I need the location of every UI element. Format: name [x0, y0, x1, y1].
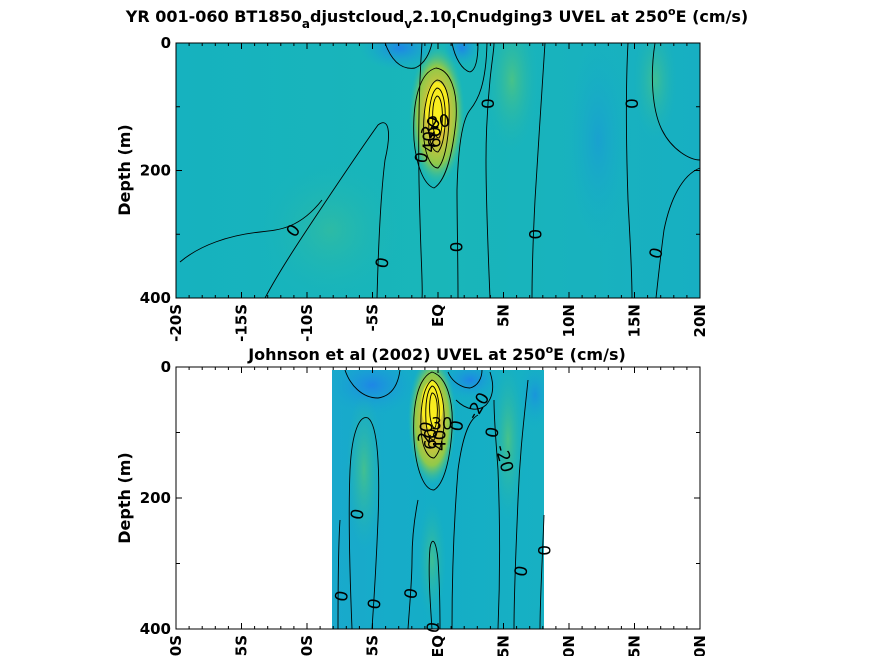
contour-label: 60 [425, 127, 445, 149]
panel-1-title: YR 001-060 BT1850adjustcloudv2.10ICnudgi… [125, 5, 749, 31]
contour-label: 0 [447, 419, 469, 433]
contour-label: 0 [511, 564, 533, 578]
x-tick-label: 10N [560, 635, 578, 656]
panel-2-contours [337, 369, 545, 630]
contour-label: 0 [535, 545, 555, 556]
contour-label: 0 [646, 246, 668, 262]
x-tick-label: EQ [429, 635, 447, 656]
x-tick-label: 20N [691, 635, 709, 656]
contour-label: 0 [482, 425, 504, 439]
panel-2-field [332, 370, 544, 629]
contour-label: 30 [431, 415, 453, 435]
contour-label: 0 [623, 98, 643, 109]
x-tick-label: -10S [298, 635, 316, 656]
x-tick-label: -10S [298, 304, 316, 342]
panel-1: YR 001-060 BT1850adjustcloudv2.10ICnudgi… [115, 5, 748, 342]
x-tick-label: -15S [233, 304, 251, 342]
contour-label: 0 [372, 256, 394, 270]
contour-label: 0 [479, 98, 499, 109]
contour-label: 40 [431, 430, 451, 452]
x-tick-label: 5N [495, 635, 513, 656]
contour-label: 0 [347, 507, 369, 521]
x-tick-label: -20S [167, 304, 185, 342]
x-tick-label: -5S [364, 635, 382, 656]
panel-2-ylabel: Depth (m) [115, 452, 134, 544]
contour-label: 20 [414, 420, 437, 445]
panel-2-title: Johnson et al (2002) UVEL at 250oE (cm/s… [247, 343, 626, 364]
x-tick-label: 20N [691, 304, 709, 337]
panel-2-x-ticks: -20S -15S -10S -5S EQ 5N 10N 15N 20N [167, 367, 709, 656]
contour-label: 60 [421, 428, 441, 450]
contour-label: 0 [364, 597, 386, 611]
contour-label: 0 [423, 621, 445, 635]
y-tick-label: 200 [140, 489, 171, 507]
contour-label: 0 [401, 587, 423, 601]
contour-label: 0 [332, 589, 354, 603]
contour-label: 40 [420, 131, 440, 153]
panel-1-field [176, 43, 700, 298]
x-tick-label: 15N [626, 304, 644, 337]
x-tick-label: -15S [233, 635, 251, 656]
x-tick-label: EQ [429, 304, 447, 327]
x-tick-label: 15N [626, 635, 644, 656]
panel-1-ylabel: Depth (m) [115, 124, 134, 216]
x-tick-label: -5S [364, 304, 382, 331]
y-tick-label: 0 [161, 34, 171, 52]
contour-label: 0 [411, 151, 433, 165]
x-tick-label: -20S [167, 635, 185, 656]
y-tick-label: 400 [140, 289, 171, 307]
y-tick-label: 200 [140, 162, 171, 180]
contour-label: 0 [448, 242, 468, 253]
x-tick-label: 5N [495, 304, 513, 327]
y-tick-label: 0 [161, 358, 171, 376]
panel-1-x-ticks: -20S -15S -10S -5S EQ 5N 10N 15N 20N [167, 43, 709, 342]
y-tick-label: 400 [140, 620, 171, 638]
contour-label: 0 [526, 229, 546, 240]
panel-1-contours [179, 42, 701, 299]
contour-label: 20 [427, 111, 452, 134]
x-tick-label: 10N [560, 304, 578, 337]
panel-2: Johnson et al (2002) UVEL at 250oE (cm/s… [115, 343, 709, 656]
